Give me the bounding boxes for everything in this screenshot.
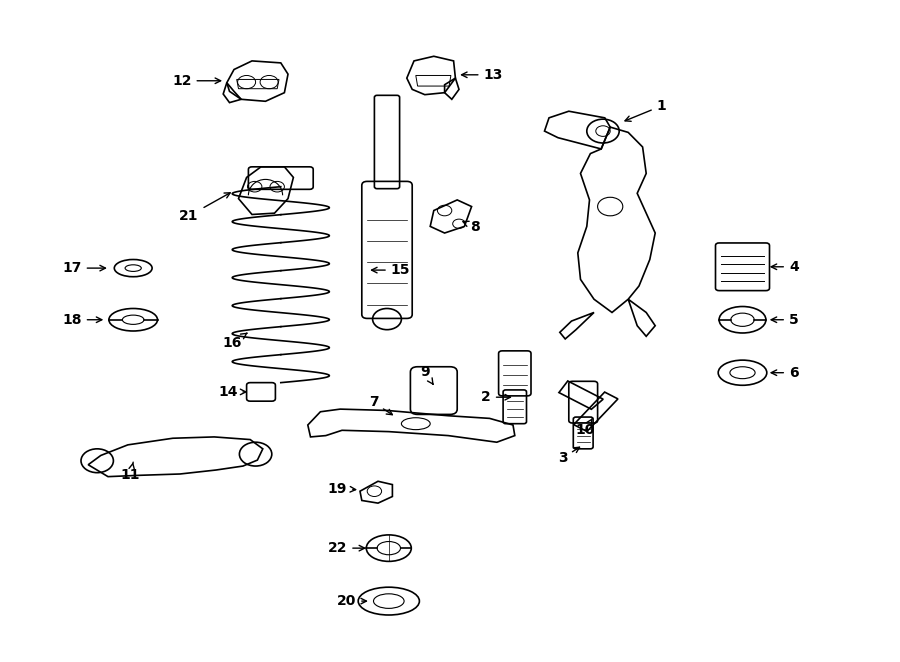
Text: 13: 13 bbox=[462, 68, 503, 82]
Text: 22: 22 bbox=[328, 541, 364, 555]
Text: 3: 3 bbox=[558, 448, 580, 465]
Text: 12: 12 bbox=[172, 73, 220, 88]
Text: 16: 16 bbox=[222, 333, 248, 350]
Text: 10: 10 bbox=[575, 418, 595, 438]
Text: 2: 2 bbox=[482, 390, 510, 404]
Text: 11: 11 bbox=[121, 462, 140, 482]
Text: 1: 1 bbox=[625, 99, 666, 121]
Text: 17: 17 bbox=[62, 261, 105, 275]
Text: 14: 14 bbox=[218, 385, 246, 399]
Text: 19: 19 bbox=[328, 481, 356, 496]
Text: 15: 15 bbox=[372, 263, 410, 277]
Text: 6: 6 bbox=[771, 365, 798, 380]
Text: 5: 5 bbox=[771, 312, 798, 327]
Text: 8: 8 bbox=[463, 220, 480, 234]
Text: 4: 4 bbox=[771, 260, 798, 274]
Text: 9: 9 bbox=[420, 365, 433, 385]
Text: 7: 7 bbox=[369, 395, 392, 414]
Text: 18: 18 bbox=[62, 312, 102, 327]
Text: 21: 21 bbox=[179, 193, 230, 223]
Text: 20: 20 bbox=[337, 594, 366, 608]
